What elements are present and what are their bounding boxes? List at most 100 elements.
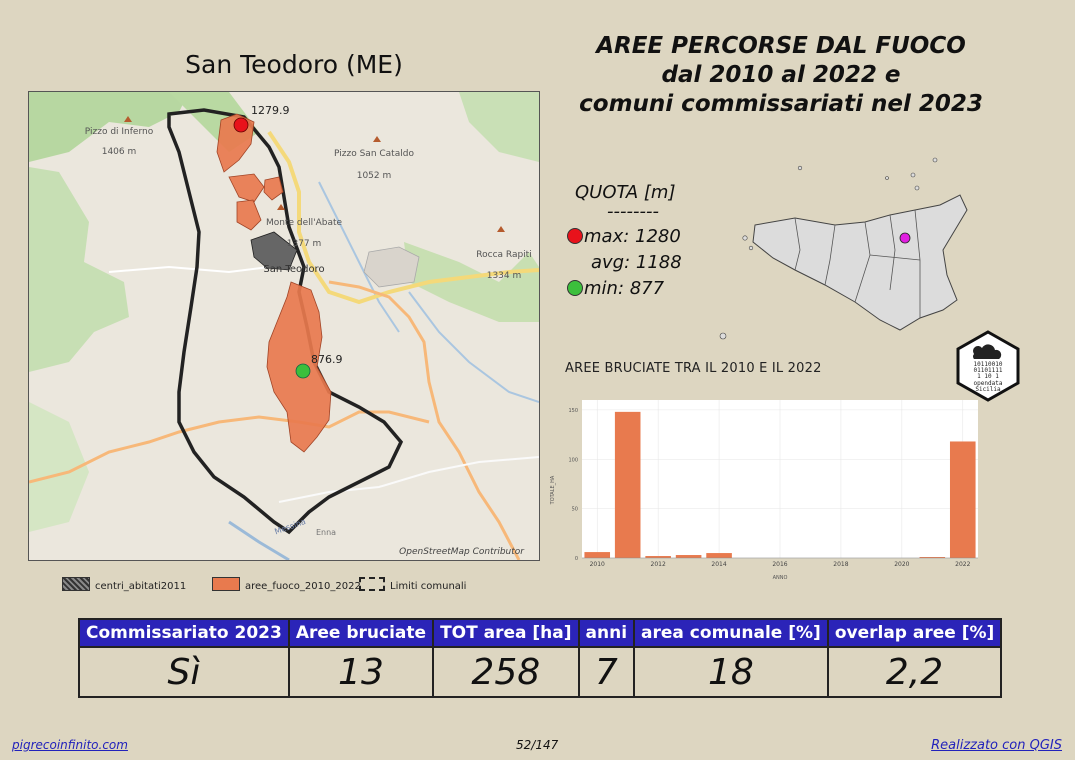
chart-y-tick: 50 <box>572 507 578 513</box>
peak-label: Pizzo San Cataldo <box>334 149 414 159</box>
max-elevation-marker[interactable] <box>233 117 249 133</box>
burned-area <box>263 176 284 201</box>
chart-xlabel: ANNO <box>773 575 788 581</box>
chart-bar-2013 <box>675 555 702 558</box>
chart-title: AREE BRUCIATE TRA IL 2010 E IL 2022 <box>565 361 822 376</box>
chart-bar-2011 <box>614 411 641 558</box>
badge-bits: 10110010 <box>974 361 1003 368</box>
chart-bar-2012 <box>645 556 671 558</box>
header-aree-bruciate: Aree bruciate <box>287 618 435 648</box>
map-attribution: OpenStreetMap Contributor <box>399 547 525 557</box>
chart-y-tick: 0 <box>575 556 578 562</box>
value-area-comunale: 18 <box>633 646 829 698</box>
peak-icon <box>497 226 505 232</box>
opendata-sicilia-logo[interactable]: 10110010 01101111 1 10 1 opendata Sicili… <box>952 330 1024 402</box>
inhabited-centre <box>250 231 298 271</box>
forest-area <box>29 167 129 372</box>
legend-label: centri_abitati2011 <box>95 581 187 592</box>
river <box>408 291 539 403</box>
stats-header-row: Commissariato 2023 Aree bruciate TOT are… <box>78 618 1003 648</box>
badge-bits: 1 10 1 <box>977 373 999 380</box>
min-elevation-value: 876.9 <box>311 353 343 366</box>
river <box>228 520 290 560</box>
map-frame[interactable]: Pizzo di Inferno 1406 m Pizzo San Catald… <box>28 91 540 561</box>
chart-grid <box>582 400 978 559</box>
sicily-locator-map <box>719 157 968 340</box>
legend-swatch <box>359 577 385 591</box>
chart-bars <box>584 411 976 558</box>
peak-icon <box>124 116 132 122</box>
min-elevation-marker[interactable] <box>295 363 311 379</box>
chart-ticks: 0 50 100 150 2010 2012 2014 2016 2018 2020 2022 <box>568 408 978 568</box>
chart-x-tick: 2018 <box>833 561 848 568</box>
elevation-max-row: max: 1280 <box>567 224 707 250</box>
chart-y-tick: 100 <box>568 457 578 463</box>
island <box>885 176 889 180</box>
basemap: Pizzo di Inferno 1406 m Pizzo San Catald… <box>29 92 539 560</box>
main-title-line2: dal 2010 al 2022 e <box>661 62 901 88</box>
legend-item-centri: centri_abitati2011 <box>62 577 186 592</box>
forest-area <box>404 242 539 322</box>
elevation-title: QUOTA [m] <box>575 182 676 203</box>
chart-bar-2021 <box>919 557 946 558</box>
peak-altitude: 1334 m <box>487 271 522 281</box>
max-elevation-value: 1279.9 <box>251 104 290 117</box>
footer-qgis-link[interactable]: Realizzato con QGIS <box>931 738 1062 753</box>
value-commissariato: Sì <box>78 646 290 698</box>
stats-table: Commissariato 2023 Aree bruciate TOT are… <box>78 618 1003 698</box>
elevation-min: min: 877 <box>584 278 665 299</box>
road <box>328 280 521 560</box>
header-area-comunale: area comunale [%] <box>633 618 829 648</box>
chart-bar-2022 <box>949 441 976 558</box>
island <box>932 157 938 163</box>
value-overlap: 2,2 <box>826 646 1003 698</box>
header-tot-area: TOT area [ha] <box>432 618 580 648</box>
island <box>797 165 803 171</box>
island <box>910 172 916 178</box>
value-anni: 7 <box>577 646 636 698</box>
elevation-separator: -------- <box>607 201 659 222</box>
forest-area <box>29 92 189 162</box>
legend-label: aree_fuoco_2010_2022 <box>245 581 361 592</box>
main-title-line1: AREE PERCORSE DAL FUOCO <box>596 33 966 59</box>
chart-x-tick: 2012 <box>651 561 666 568</box>
map-title: San Teodoro (ME) <box>185 50 403 79</box>
chart-x-tick: 2020 <box>894 561 909 568</box>
badge-bits: 01101111 <box>974 367 1003 374</box>
header-overlap: overlap aree [%] <box>826 618 1003 648</box>
cloud-icon <box>973 344 1002 359</box>
river <box>318 181 400 333</box>
peak-label: Pizzo di Inferno <box>85 127 154 137</box>
elevation-box: QUOTA [m] -------- max: 1280 avg: 1188 m… <box>567 180 707 302</box>
chart-x-tick: 2010 <box>590 561 605 568</box>
peak-label: Monte dell'Abate <box>266 218 343 228</box>
peak-altitude: 1052 m <box>357 171 392 181</box>
road <box>267 130 539 305</box>
island <box>914 185 920 191</box>
legend-item-limiti: Limiti comunali <box>359 577 466 592</box>
chart-ylabel: TOTALE_HA <box>550 475 556 505</box>
island <box>748 245 754 251</box>
elevation-min-row: min: 877 <box>567 276 707 302</box>
town-label: San Teodoro <box>263 264 324 275</box>
badge-text: Sicilia <box>975 386 1001 393</box>
max-dot-icon <box>567 228 583 244</box>
chart-x-tick: 2022 <box>955 561 970 568</box>
selected-comune-dot <box>899 232 911 244</box>
road <box>108 265 270 274</box>
legend-swatch <box>62 577 90 591</box>
village-area <box>363 246 420 288</box>
chart-x-tick: 2014 <box>711 561 726 568</box>
island <box>742 235 748 241</box>
burned-area <box>236 199 262 231</box>
footer-website-link[interactable]: pigrecoinfinito.com <box>12 738 128 752</box>
header-anni: anni <box>577 618 636 648</box>
province-borders <box>794 209 921 318</box>
place-label: Enna <box>316 528 336 537</box>
peak-icon <box>373 136 381 142</box>
main-title: AREE PERCORSE DAL FUOCO dal 2010 al 2022… <box>560 32 1002 119</box>
chart-bar-2010 <box>584 552 611 558</box>
chart-y-tick: 150 <box>568 408 578 414</box>
peak-altitude: 1406 m <box>102 147 137 157</box>
main-title-line3: comuni commissariati nel 2023 <box>579 91 983 117</box>
